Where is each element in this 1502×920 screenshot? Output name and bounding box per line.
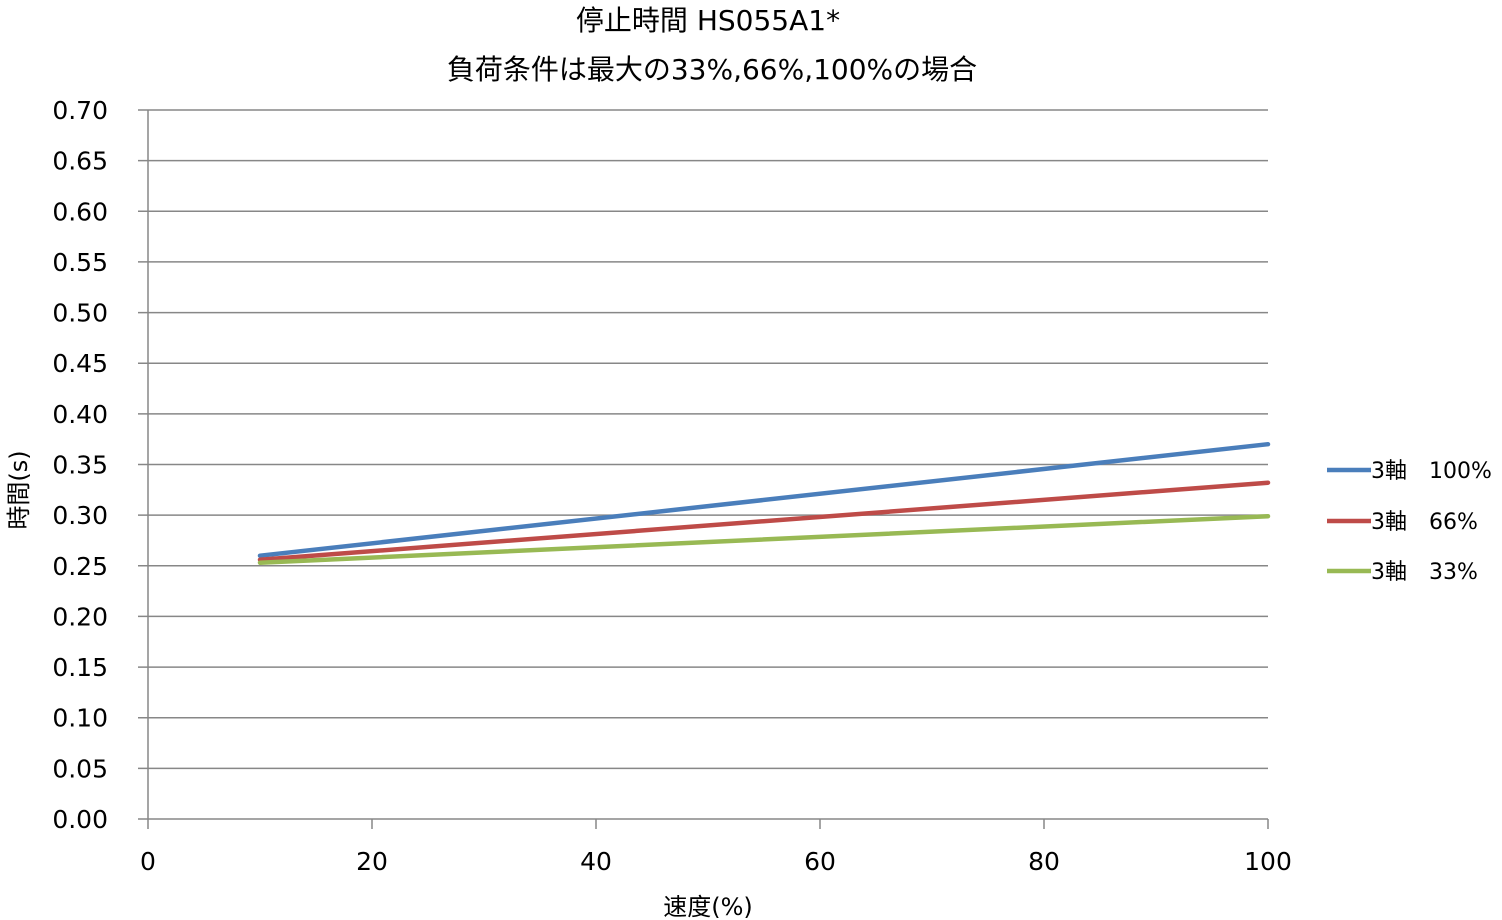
x-axis-label: 速度(%) xyxy=(663,893,753,920)
legend-label: 3軸 66% xyxy=(1371,510,1478,535)
series-line-1 xyxy=(257,480,1271,562)
y-tick-label: 0.45 xyxy=(52,349,108,378)
x-tick-label: 100 xyxy=(1244,847,1292,876)
y-tick-label: 0.50 xyxy=(52,299,108,328)
x-tick-labels: 0 20 40 60 80 100 xyxy=(140,847,1292,876)
x-tick-label: 0 xyxy=(140,847,156,876)
series-lines xyxy=(257,441,1271,565)
gridlines xyxy=(138,109,1268,770)
legend-label: 3軸 100% xyxy=(1371,459,1492,484)
chart-title-line-1: 停止時間 HS055A1* xyxy=(576,4,840,37)
y-tick-label: 0.55 xyxy=(52,248,108,277)
legend-label: 3軸 33% xyxy=(1371,560,1478,585)
y-tick-label: 0.30 xyxy=(52,501,108,530)
chart-title-line-2: 負荷条件は最大の33%,66%,100%の場合 xyxy=(447,53,977,86)
legend: 3軸 100% 3軸 66% 3軸 33% xyxy=(1327,459,1492,585)
y-tick-label: 0.00 xyxy=(52,805,108,834)
y-tick-label: 0.15 xyxy=(52,653,108,682)
y-tick-label: 0.40 xyxy=(52,400,108,429)
y-tick-label: 0.10 xyxy=(52,704,108,733)
y-tick-label: 0.70 xyxy=(52,96,108,125)
x-tick-label: 60 xyxy=(804,847,836,876)
x-tick-label: 80 xyxy=(1028,847,1060,876)
series-line-2 xyxy=(257,513,1271,565)
y-tick-label: 0.60 xyxy=(52,197,108,226)
y-tick-label: 0.25 xyxy=(52,552,108,581)
x-tick-label: 40 xyxy=(580,847,612,876)
y-tick-label: 0.65 xyxy=(52,147,108,176)
y-tick-labels: 0.00 0.05 0.10 0.15 0.20 0.25 0.30 0.35 0.40 0.45… xyxy=(52,96,108,834)
y-tick-label: 0.05 xyxy=(52,754,108,783)
y-tick-label: 0.20 xyxy=(52,602,108,631)
series-line-0 xyxy=(257,441,1271,558)
y-tick-label: 0.35 xyxy=(52,451,108,480)
axes xyxy=(138,110,1269,829)
x-tick-label: 20 xyxy=(356,847,388,876)
chart-title: 停止時間 HS055A1* 負荷条件は最大の33%,66%,100%の場合 xyxy=(447,4,977,86)
y-axis-label: 時間(s) xyxy=(5,450,33,529)
